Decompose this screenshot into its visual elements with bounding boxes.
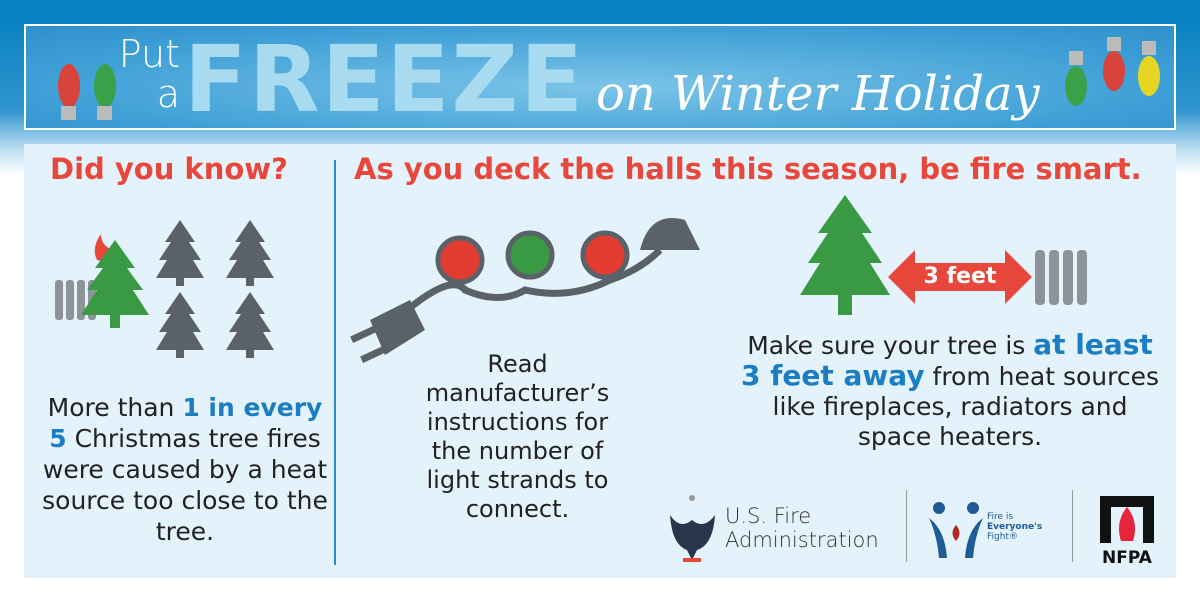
arrow-label: 3 feet — [923, 264, 997, 289]
tree-distance-graphic — [800, 195, 1087, 315]
lights-text: Read manufacturer’s instructions for the… — [425, 350, 610, 523]
title-put: Put a — [118, 34, 180, 114]
radiator-icon — [1035, 250, 1087, 305]
tree-icon — [226, 292, 274, 358]
logo-separator — [906, 490, 907, 562]
red-bulb-icon — [435, 235, 485, 285]
tree-icon — [226, 220, 274, 286]
stat-text-pre: More than — [47, 393, 183, 422]
tree-icon — [156, 220, 204, 286]
usfa-logo: U.S. Fire Administration — [665, 490, 895, 565]
christmas-lights-right-icon — [1065, 37, 1160, 106]
nfpa-wordmark: NFPA — [1102, 548, 1152, 568]
main-heading: As you deck the halls this season, be fi… — [354, 152, 1142, 186]
divider — [334, 160, 336, 565]
light-strand-plug-icon — [350, 218, 700, 363]
did-you-know-heading: Did you know? — [50, 152, 288, 186]
distance-emphasis: at least 3 feet away — [741, 328, 1153, 392]
content-panel — [24, 144, 1176, 578]
nfpa-logo: NFPA — [1097, 493, 1161, 568]
tree-icon — [156, 292, 204, 358]
distance-text-post: from heat sources like fireplaces, radia… — [772, 362, 1159, 451]
title-a-word: a — [156, 72, 180, 116]
title-subtitle: on Winter Holiday Fires — [596, 66, 1040, 128]
red-bulb-icon — [580, 230, 630, 280]
distance-text-pre: Make sure your tree is — [747, 331, 1034, 360]
did-you-know-text: More than 1 in every 5 Christmas tree fi… — [40, 392, 330, 547]
fire-is-everyones-fight-logo: Fire is Everyone's Fight® — [925, 500, 1055, 560]
double-arrow-icon — [888, 250, 1032, 304]
christmas-lights-left-icon — [58, 64, 116, 120]
fef-line1: Fire is — [987, 512, 1014, 522]
logo-separator — [1072, 490, 1073, 562]
tree-burning-icon — [81, 240, 149, 328]
socket-icon — [640, 218, 700, 250]
tree-heater-graphic — [55, 220, 274, 358]
title-freeze: FREEZE — [184, 26, 585, 130]
fef-line2: Everyone's — [987, 522, 1043, 532]
stat-emphasis: 1 in every 5 — [49, 393, 323, 453]
usfa-line1: U.S. Fire — [725, 504, 812, 528]
green-bulb-icon — [505, 230, 555, 280]
usfa-line2: Administration — [725, 528, 879, 552]
tree-icon — [800, 195, 890, 315]
people-flame-icon — [929, 502, 983, 558]
plug-icon — [370, 300, 425, 355]
distance-text: Make sure your tree is at least 3 feet a… — [740, 330, 1160, 452]
fef-line3: Fight® — [987, 532, 1018, 542]
nfpa-flame-icon — [1100, 496, 1154, 543]
stat-text-post: Christmas tree fires were caused by a he… — [42, 424, 328, 546]
eagle-icon — [670, 495, 715, 562]
title-put-word: Put — [118, 32, 180, 76]
